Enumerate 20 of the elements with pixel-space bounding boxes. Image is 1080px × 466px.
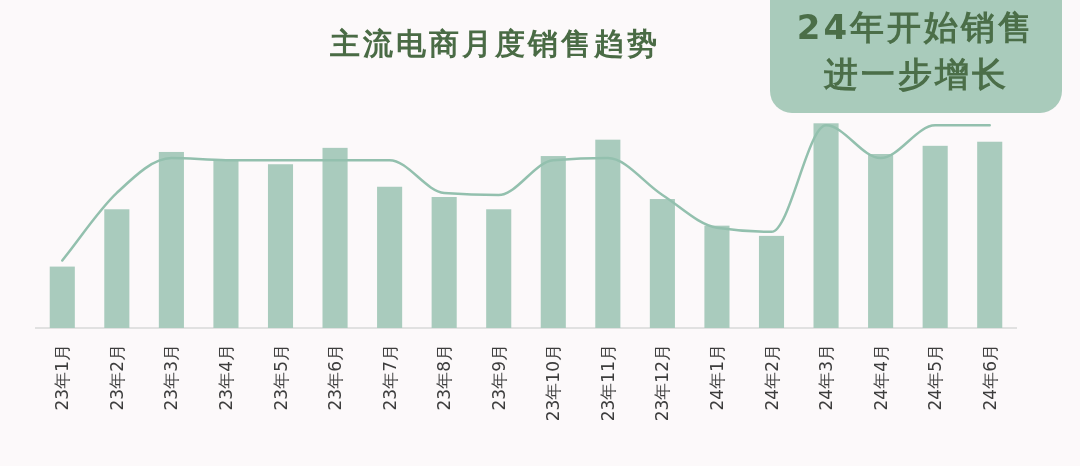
- x-tick-label: 24年5月: [925, 344, 946, 411]
- x-tick-label: 23年4月: [215, 344, 236, 411]
- x-tick-label: 23年9月: [488, 344, 509, 411]
- x-tick-label: 24年3月: [816, 344, 837, 411]
- x-tick-label: 23年12月: [652, 344, 673, 422]
- x-tick-label: 23年6月: [325, 344, 346, 411]
- x-tick-label: 24年2月: [761, 344, 782, 411]
- x-tick-label: 23年8月: [434, 344, 455, 411]
- x-tick-label: 23年5月: [270, 344, 291, 411]
- x-tick-label: 23年3月: [161, 344, 182, 411]
- annotation: 24年开始销售进一步增长: [770, 0, 1062, 113]
- x-tick-label: 24年4月: [870, 344, 891, 411]
- title: 主流电商月度销售趋势: [330, 26, 660, 61]
- x-tick-label: 24年1月: [706, 344, 727, 411]
- x-tick-label: 23年11月: [597, 344, 618, 422]
- x-tick-label: 23年1月: [52, 344, 73, 411]
- x-tick-label: 23年10月: [543, 344, 564, 422]
- x-tick-label: 23年7月: [379, 344, 400, 411]
- x-tick-label: 24年6月: [979, 344, 1000, 411]
- x-tick-label: 23年2月: [106, 344, 127, 411]
